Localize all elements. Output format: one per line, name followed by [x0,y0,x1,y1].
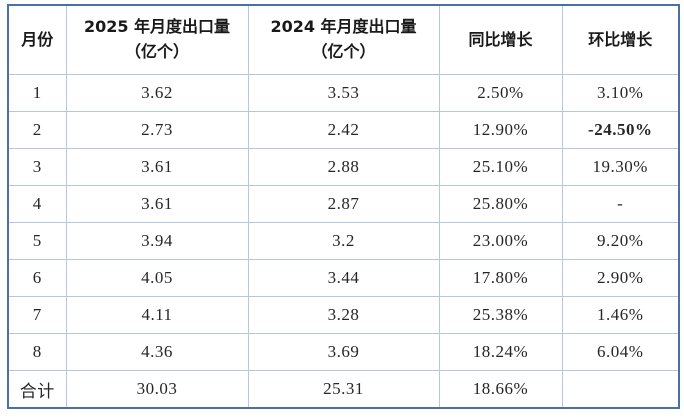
cell-2025-value: 4.36 [65,333,249,371]
cell-2024-value: 3.69 [247,333,440,371]
col-header-month: 月份 [7,4,67,75]
cell-yoy-value: 2.50% [438,74,563,112]
col-header-month-label: 月份 [21,29,54,49]
cell-total-label: 合计 [7,370,67,409]
col-header-2025-line2: （亿个） [124,42,189,61]
cell-mom-value: 3.10% [561,74,680,112]
cell-2025-value: 3.62 [65,74,249,112]
cell-mom-value: 1.46% [561,296,680,334]
cell-2025-value: 3.61 [65,185,249,223]
cell-yoy-value: 23.00% [438,222,563,260]
table-row-month-5: 5 3.94 3.2 23.00% 9.20% [7,222,680,260]
cell-month: 6 [7,259,67,297]
col-header-2024-line2: （亿个） [311,42,376,61]
cell-month: 2 [7,111,67,149]
table-row-total: 合计 30.03 25.31 18.66% [7,370,680,409]
cell-2024-value: 2.88 [247,148,440,186]
cell-2025-value: 2.73 [65,111,249,149]
cell-month: 5 [7,222,67,260]
cell-2024-value: 3.53 [247,74,440,112]
col-header-yoy-label: 同比增长 [468,29,533,49]
cell-yoy-value: 25.80% [438,185,563,223]
cell-2024-total: 25.31 [247,370,440,409]
cell-month: 8 [7,333,67,371]
cell-mom-value: 2.90% [561,259,680,297]
cell-mom-value-negative: -24.50% [561,111,680,149]
col-header-2025-line1: 2025 年月度出口量 [83,17,231,37]
header-row: 月份 2025 年月度出口量 （亿个） 2024 年月度出口量 （亿个） 同比增长 … [7,4,680,75]
cell-month: 3 [7,148,67,186]
table-row-month-6: 6 4.05 3.44 17.80% 2.90% [7,259,680,297]
cell-2024-value: 2.42 [247,111,440,149]
col-header-2024-export: 2024 年月度出口量 （亿个） [247,4,440,75]
cell-mom-value-dash: - [561,185,680,223]
cell-month: 4 [7,185,67,223]
cell-2024-value: 2.87 [247,185,440,223]
cell-yoy-value: 25.10% [438,148,563,186]
cell-yoy-value: 12.90% [438,111,563,149]
cell-2025-value: 4.11 [65,296,249,334]
cell-2025-value: 3.61 [65,148,249,186]
table-row-month-8: 8 4.36 3.69 18.24% 6.04% [7,333,680,371]
cell-month: 7 [7,296,67,334]
cell-2025-value: 3.94 [65,222,249,260]
cell-yoy-value: 18.24% [438,333,563,371]
cell-mom-value: 19.30% [561,148,680,186]
col-header-2025-export: 2025 年月度出口量 （亿个） [65,4,249,75]
table-row-month-7: 7 4.11 3.28 25.38% 1.46% [7,296,680,334]
table-row-month-3: 3 3.61 2.88 25.10% 19.30% [7,148,680,186]
cell-2025-total: 30.03 [65,370,249,409]
col-header-yoy-growth: 同比增长 [438,4,563,75]
cell-yoy-value: 25.38% [438,296,563,334]
cell-2024-value: 3.2 [247,222,440,260]
cell-mom-value: 9.20% [561,222,680,260]
cell-mom-total-empty [561,370,680,409]
cell-month: 1 [7,74,67,112]
cell-yoy-total: 18.66% [438,370,563,409]
col-header-mom-growth: 环比增长 [561,4,680,75]
cell-2025-value: 4.05 [65,259,249,297]
table-row-month-2: 2 2.73 2.42 12.90% -24.50% [7,111,680,149]
cell-2024-value: 3.28 [247,296,440,334]
table-row-month-1: 1 3.62 3.53 2.50% 3.10% [7,74,680,112]
export-volume-table: 月份 2025 年月度出口量 （亿个） 2024 年月度出口量 （亿个） 同比增长 … [7,4,680,409]
col-header-2024-line1: 2024 年月度出口量 [270,17,417,37]
cell-mom-value: 6.04% [561,333,680,371]
table-row-month-4: 4 3.61 2.87 25.80% - [7,185,680,223]
cell-2024-value: 3.44 [247,259,440,297]
cell-yoy-value: 17.80% [438,259,563,297]
col-header-mom-label: 环比增长 [588,29,653,49]
